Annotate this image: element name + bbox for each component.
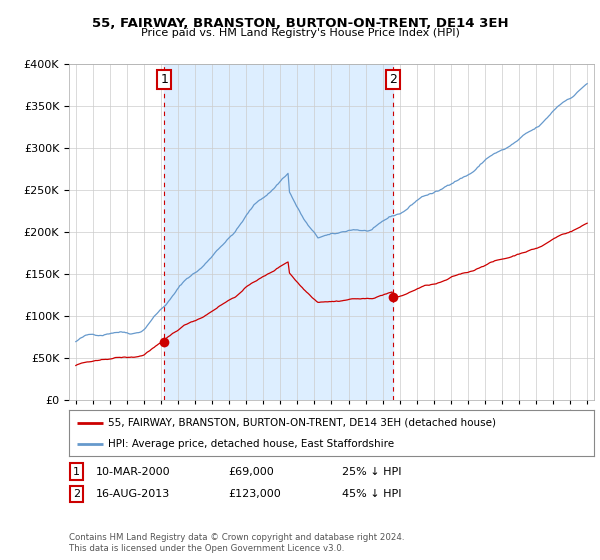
Text: 55, FAIRWAY, BRANSTON, BURTON-ON-TRENT, DE14 3EH (detached house): 55, FAIRWAY, BRANSTON, BURTON-ON-TRENT, … [109,418,496,428]
Text: £123,000: £123,000 [228,489,281,499]
Text: 1: 1 [160,73,168,86]
Text: Contains HM Land Registry data © Crown copyright and database right 2024.
This d: Contains HM Land Registry data © Crown c… [69,533,404,553]
Text: 45% ↓ HPI: 45% ↓ HPI [342,489,401,499]
Text: 16-AUG-2013: 16-AUG-2013 [96,489,170,499]
Text: 2: 2 [73,489,80,499]
Text: 10-MAR-2000: 10-MAR-2000 [96,466,170,477]
Text: HPI: Average price, detached house, East Staffordshire: HPI: Average price, detached house, East… [109,439,395,449]
Text: Price paid vs. HM Land Registry's House Price Index (HPI): Price paid vs. HM Land Registry's House … [140,28,460,38]
Text: 25% ↓ HPI: 25% ↓ HPI [342,466,401,477]
Text: £69,000: £69,000 [228,466,274,477]
Text: 55, FAIRWAY, BRANSTON, BURTON-ON-TRENT, DE14 3EH: 55, FAIRWAY, BRANSTON, BURTON-ON-TRENT, … [92,17,508,30]
Text: 1: 1 [73,466,80,477]
Bar [164,64,393,400]
Text: 2: 2 [389,73,397,86]
